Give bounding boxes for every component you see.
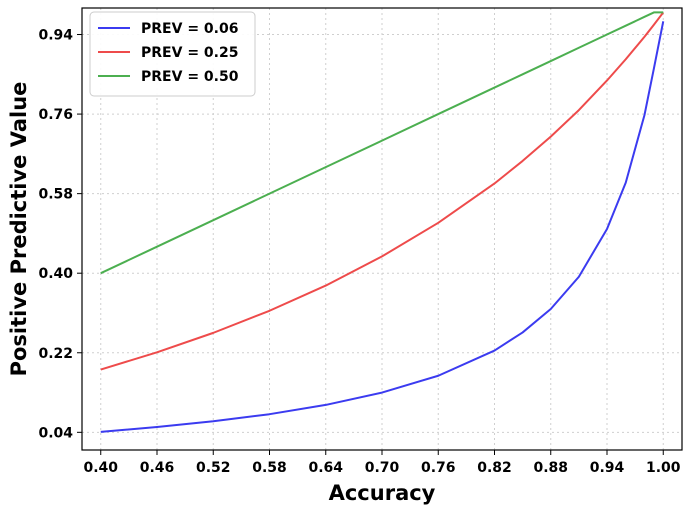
legend-label: PREV = 0.25 (141, 45, 238, 61)
x-axis-label: Accuracy (329, 481, 436, 505)
y-tick-label: 0.40 (38, 266, 73, 282)
legend-box (89, 11, 256, 97)
ticks-layer: 0.40 0.46 0.52 0.58 0.64 0.70 0.76 0.82 0.88 0.94… (38, 28, 680, 476)
x-tick-label: 0.40 (83, 460, 118, 476)
x-tick-label: 1.00 (646, 460, 681, 476)
y-tick-label: 0.04 (38, 425, 73, 441)
x-tick-label: 0.88 (533, 460, 568, 476)
x-tick-label: 0.82 (477, 460, 512, 476)
legend-label: PREV = 0.06 (141, 21, 238, 37)
x-tick-label: 0.76 (421, 460, 456, 476)
y-tick-label: 0.22 (38, 346, 73, 362)
series-line-prev-0-06 (100, 21, 665, 433)
series-line-prev-0-25 (100, 11, 665, 371)
y-axis-label: Positive Predictive Value (7, 82, 31, 377)
x-tick-label: 0.46 (140, 460, 175, 476)
y-tick-label: 0.58 (38, 187, 73, 203)
y-tick-label: 0.94 (38, 28, 73, 44)
x-tick-label: 0.70 (365, 460, 400, 476)
x-tick-label: 0.52 (196, 460, 231, 476)
series-line-prev-0-50 (100, 11, 664, 275)
legend-label: PREV = 0.50 (141, 69, 239, 85)
y-tick-label: 0.76 (38, 107, 73, 123)
series-layer (100, 11, 665, 433)
x-tick-label: 0.58 (252, 460, 287, 476)
legend: PREV = 0.06 PREV = 0.25 PREV = 0.50 (89, 11, 256, 97)
x-tick-label: 0.94 (590, 460, 625, 476)
x-tick-label: 0.64 (308, 460, 343, 476)
